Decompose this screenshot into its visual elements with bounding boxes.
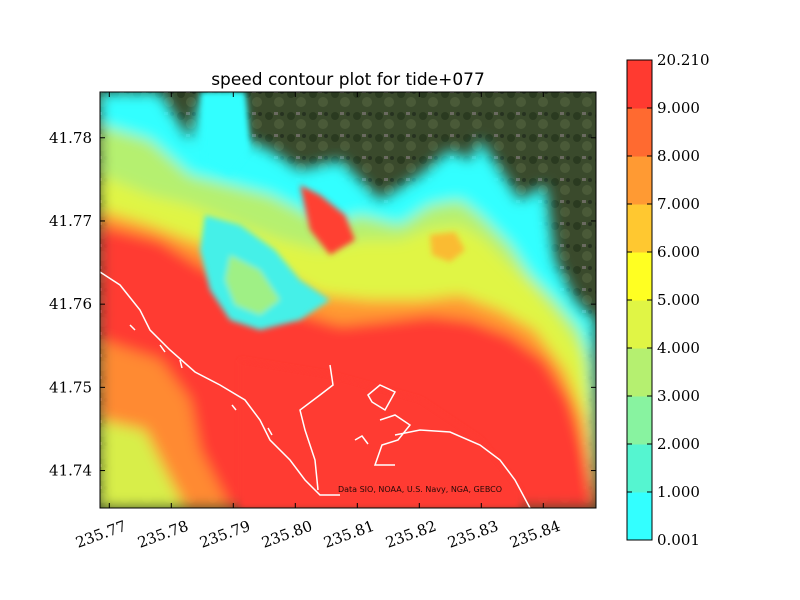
x-tick-label: 235.80	[259, 517, 314, 552]
speed-region-south-yellow	[100, 420, 185, 508]
colorbar-segment	[627, 204, 652, 253]
shoreline-spit	[394, 429, 531, 508]
colorbar-label: 5.000	[657, 291, 700, 309]
colorbar-segment	[627, 60, 652, 109]
map-attribution: Data SIO, NOAA, U.S. Navy, NGA, GEBCO	[338, 485, 502, 494]
x-tick-label: 235.77	[73, 517, 128, 552]
speed-field	[100, 92, 596, 508]
colorbar-segment	[627, 348, 652, 397]
colorbar-label: 7.000	[657, 195, 700, 213]
colorbar-segment	[627, 492, 652, 541]
colorbar-segment	[627, 108, 652, 157]
colorbar-label: 8.000	[657, 147, 700, 165]
colorbar-label: 6.000	[657, 243, 700, 261]
shoreline-islets	[129, 324, 369, 445]
colorbar-label: 3.000	[657, 387, 700, 405]
colorbar-label: 20.210	[657, 51, 710, 69]
colorbar-segment	[627, 300, 652, 349]
speed-region-inner-green	[225, 255, 280, 315]
shoreline-west	[100, 271, 340, 496]
colorbar-label: 1.000	[657, 483, 700, 501]
speed-region-channel-red	[300, 185, 355, 255]
colorbar-label: 0.001	[657, 531, 700, 549]
colorbar: 0.001 1.000 2.000 3.000 4.000 5.000 6.000 7.000…	[626, 51, 710, 549]
colorbar-segment	[627, 396, 652, 445]
x-tick-label: 235.81	[321, 517, 376, 552]
colorbar-label: 9.000	[657, 99, 700, 117]
speed-region-bay-red	[240, 360, 520, 508]
y-tick-label: 41.77	[49, 212, 92, 230]
y-tick-label: 41.76	[49, 295, 92, 313]
x-tick-label: 235.79	[197, 517, 252, 552]
colorbar-segment	[627, 156, 652, 205]
plot-area: Data SIO, NOAA, U.S. Navy, NGA, GEBCO	[100, 92, 596, 508]
colorbar-label: 2.000	[657, 435, 700, 453]
x-tick-label: 235.78	[135, 517, 190, 552]
colorbar-segment	[627, 444, 652, 493]
speed-region-inner-cyan	[200, 215, 330, 330]
y-tick-label: 41.74	[49, 462, 92, 480]
shoreline-contour	[100, 271, 531, 508]
shoreline-harbor	[367, 384, 412, 466]
x-tick-label: 235.84	[507, 517, 562, 552]
colorbar-segment	[627, 252, 652, 301]
speed-region-hotspot	[430, 232, 465, 262]
plot-frame	[99, 91, 597, 509]
chart-title: speed contour plot for tide+077	[211, 70, 485, 90]
speed-region-north-cyan-arm	[200, 92, 250, 175]
colorbar-label: 4.000	[657, 339, 700, 357]
y-tick-label: 41.78	[49, 129, 92, 147]
shoreline-pier	[299, 364, 334, 491]
y-axis: 41.74 41.75 41.76 41.77 41.78	[49, 129, 596, 480]
y-tick-label: 41.75	[49, 378, 92, 396]
x-tick-label: 235.82	[383, 517, 438, 552]
x-tick-label: 235.83	[445, 517, 500, 552]
